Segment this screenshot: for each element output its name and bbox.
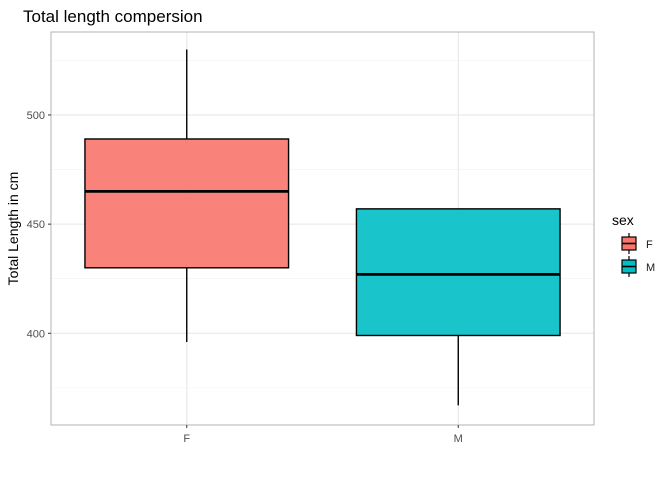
x-tick-label: M	[454, 433, 463, 445]
chart-title: Total length compersion	[23, 7, 203, 26]
plot-panel	[50, 31, 595, 426]
box-body	[355, 208, 561, 337]
x-tick-label: F	[183, 433, 190, 445]
legend-title: sex	[612, 212, 634, 228]
box-body	[84, 138, 290, 269]
legend-label: F	[646, 239, 653, 251]
boxes	[84, 49, 561, 406]
box-f	[84, 49, 290, 343]
legend-item-f: F	[621, 233, 653, 254]
y-axis-title: Total Length in cm	[5, 172, 21, 286]
y-tick-label: 400	[27, 328, 45, 340]
y-axis-ticks: 400 450 500	[27, 110, 51, 340]
box-m	[355, 208, 561, 406]
y-tick-label: 450	[27, 219, 45, 231]
legend-item-m: M	[621, 256, 655, 277]
legend-label: M	[646, 262, 655, 274]
legend: sex FM	[612, 212, 655, 277]
y-tick-label: 500	[27, 110, 45, 122]
